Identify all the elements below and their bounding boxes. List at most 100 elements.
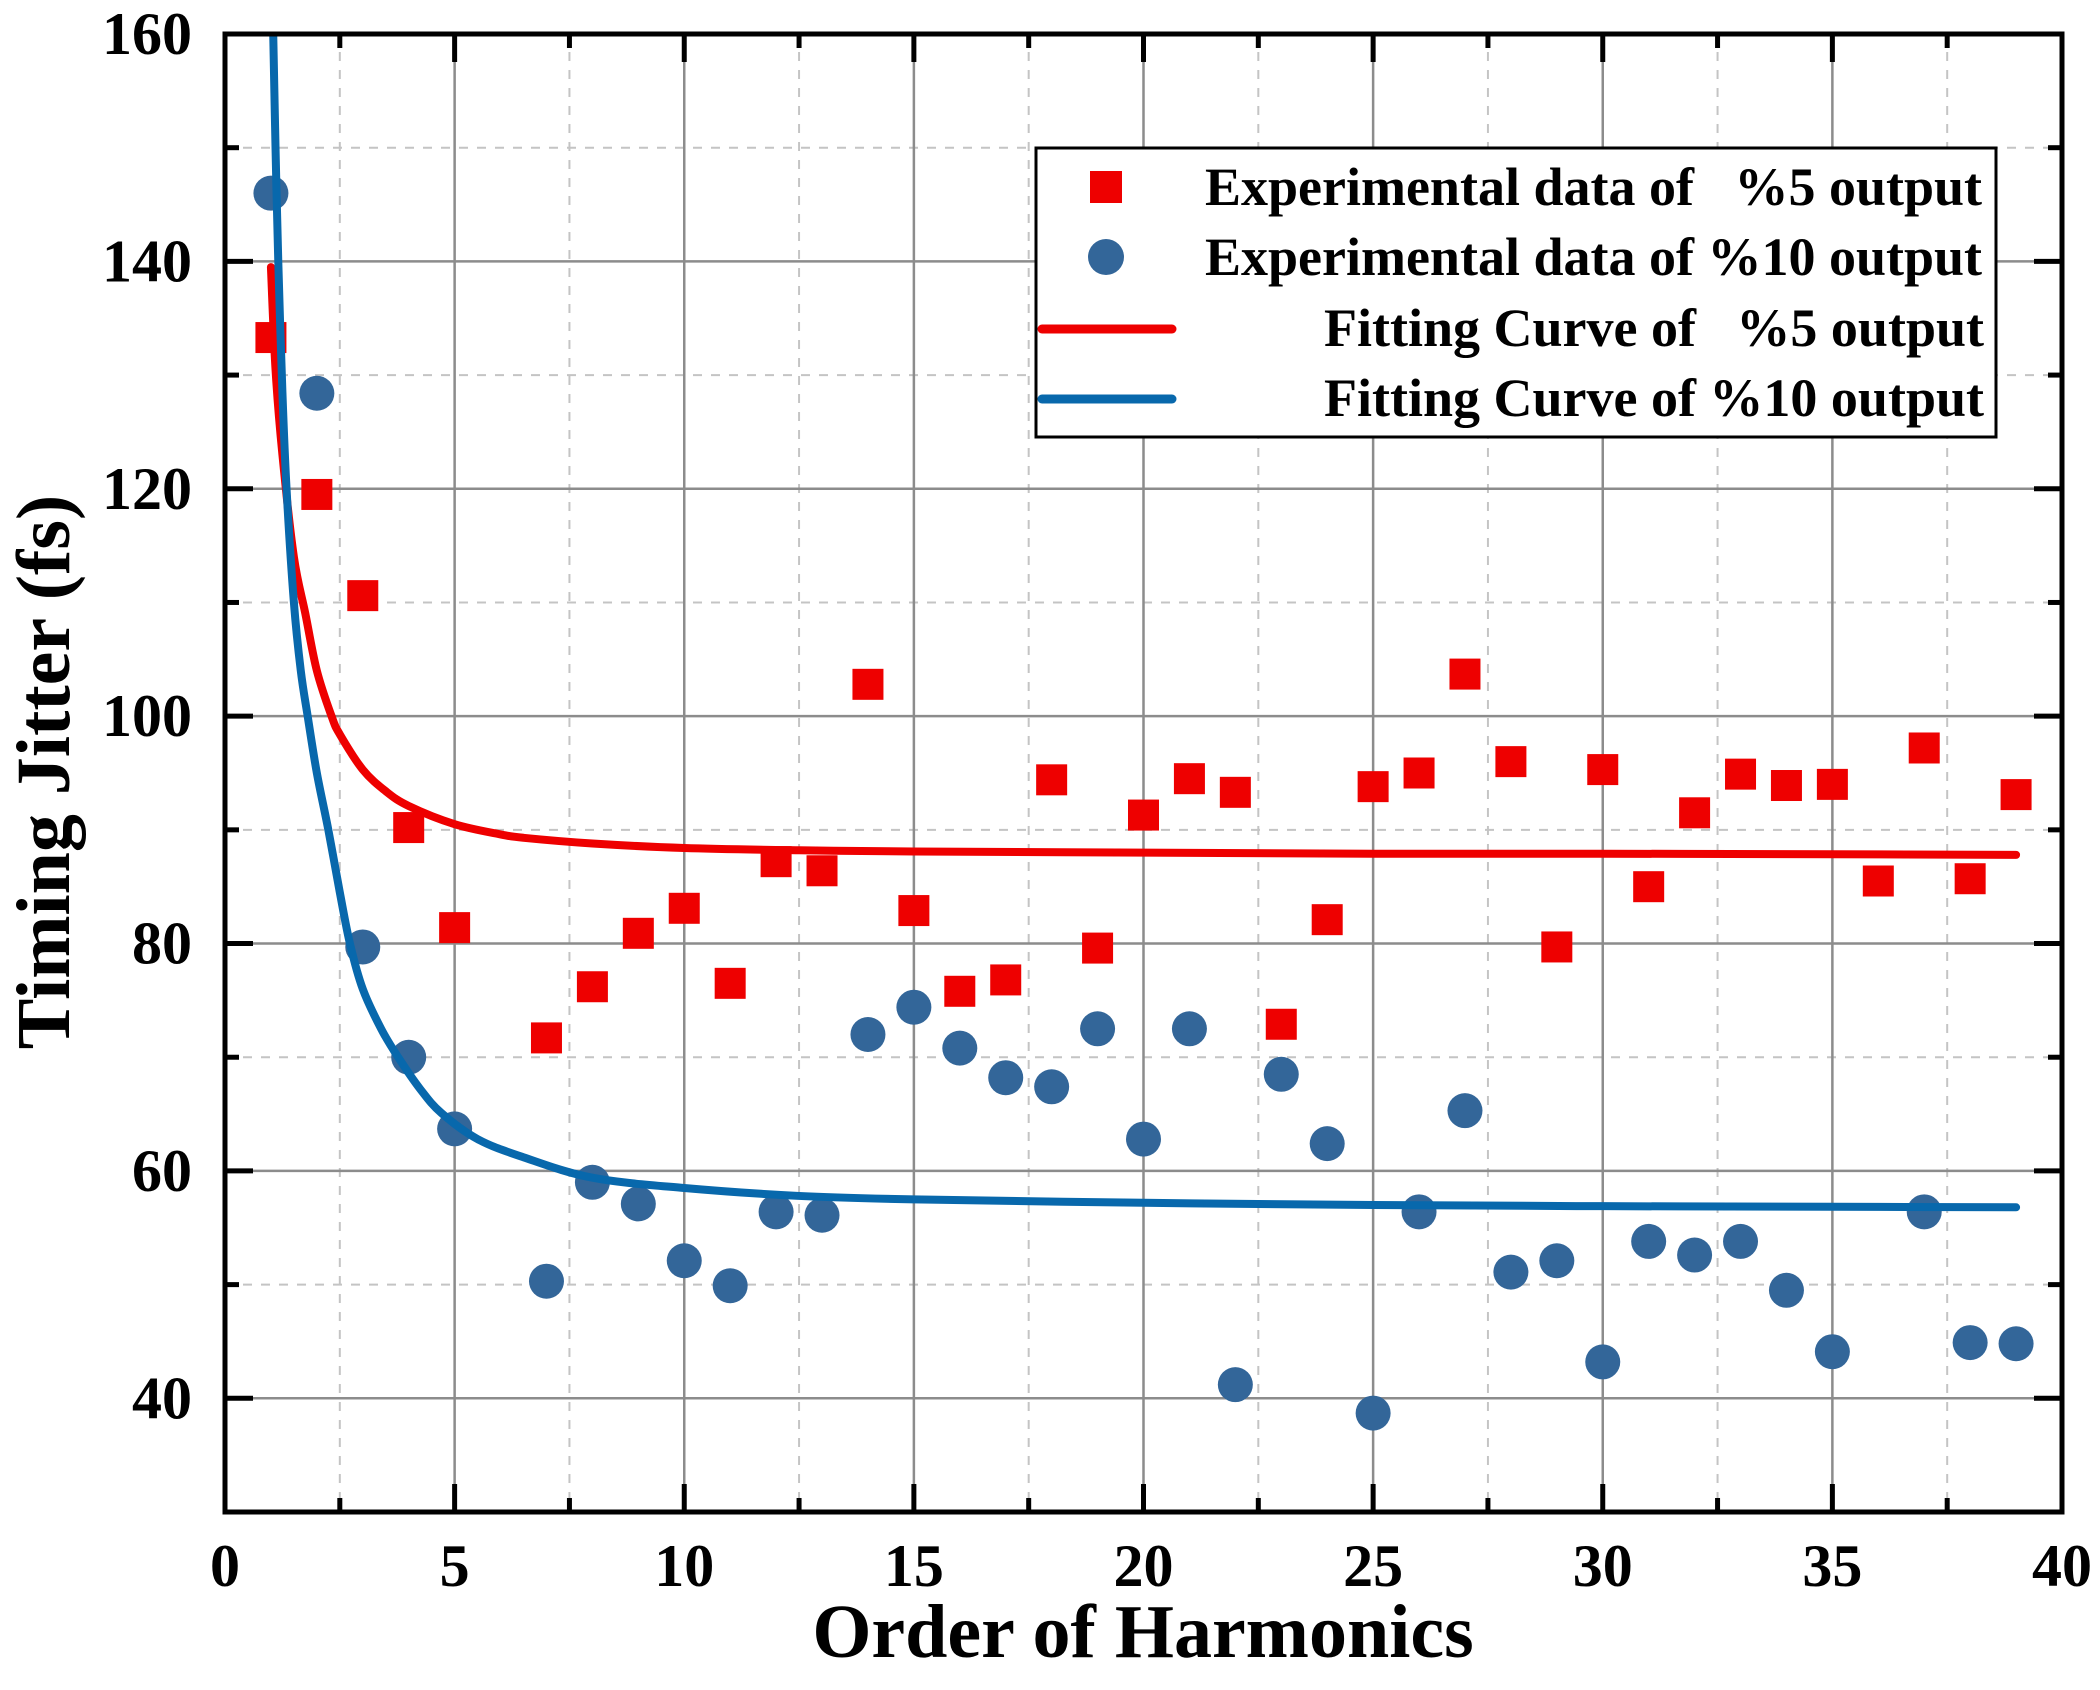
data-point-square bbox=[1541, 931, 1573, 963]
fitting-curve bbox=[266, 263, 2021, 859]
data-point-square bbox=[1449, 658, 1481, 690]
legend: Experimental data of %5 output Experimen… bbox=[1034, 146, 1998, 439]
x-tick-label: 25 bbox=[1343, 1533, 1403, 1599]
data-point-circle bbox=[299, 375, 335, 411]
data-point-square bbox=[1219, 776, 1251, 808]
data-point-square bbox=[1403, 757, 1435, 789]
data-point-circle bbox=[1309, 1126, 1345, 1162]
data-point-circle bbox=[1171, 1011, 1207, 1047]
data-point-circle bbox=[1401, 1194, 1437, 1230]
fitting-curves bbox=[266, 34, 2021, 1212]
data-point-square bbox=[1082, 932, 1114, 964]
data-point-square bbox=[668, 892, 700, 924]
legend-marker-circle bbox=[1088, 239, 1124, 275]
data-point-circle bbox=[1355, 1395, 1391, 1431]
data-point-square bbox=[1173, 763, 1205, 795]
data-point-circle bbox=[804, 1197, 840, 1233]
data-point-square bbox=[1495, 746, 1527, 778]
data-point-square bbox=[1311, 904, 1343, 936]
data-point-circle bbox=[1998, 1326, 2034, 1362]
data-point-circle bbox=[758, 1194, 794, 1230]
data-point-square bbox=[622, 917, 654, 949]
x-tick-label: 20 bbox=[1114, 1533, 1174, 1599]
data-point-square bbox=[439, 912, 471, 944]
data-point-circle bbox=[1814, 1334, 1850, 1370]
x-tick-label: 40 bbox=[2032, 1533, 2092, 1599]
data-point-square bbox=[898, 895, 930, 927]
x-tick-label: 5 bbox=[440, 1533, 470, 1599]
data-point-square bbox=[1357, 771, 1389, 803]
data-point-square bbox=[1770, 770, 1802, 802]
plot-frame bbox=[222, 31, 2065, 1515]
legend-label-exp-10: Experimental data of %10 output bbox=[1205, 227, 1982, 287]
y-tick-label: 40 bbox=[132, 1365, 192, 1431]
tick-labels: 0 5 10 15 20 25 30 35 40 40 60 80 100 120 140 160 bbox=[102, 1, 2092, 1599]
y-tick-label: 80 bbox=[132, 911, 192, 977]
data-point-square bbox=[1633, 871, 1665, 903]
data-point-square bbox=[393, 812, 425, 844]
data-point-circle bbox=[620, 1186, 656, 1222]
x-tick-label: 10 bbox=[654, 1533, 714, 1599]
data-point-square bbox=[852, 668, 884, 700]
x-tick-label: 30 bbox=[1573, 1533, 1633, 1599]
data-point-square bbox=[1816, 768, 1848, 800]
data-point-circle bbox=[712, 1268, 748, 1304]
data-point-square bbox=[530, 1022, 562, 1054]
data-point-square bbox=[301, 478, 333, 510]
data-point-square bbox=[1908, 732, 1940, 764]
y-tick-label: 60 bbox=[132, 1138, 192, 1204]
data-point-circle bbox=[1906, 1194, 1942, 1230]
x-tick-label: 15 bbox=[884, 1533, 944, 1599]
data-point-circle bbox=[253, 175, 289, 211]
data-point-circle bbox=[1631, 1223, 1667, 1259]
data-point-circle bbox=[1034, 1069, 1070, 1105]
data-point-square bbox=[347, 580, 379, 612]
data-point-circle bbox=[942, 1030, 978, 1066]
data-point-circle bbox=[1080, 1011, 1116, 1047]
legend-label-fit-5: Fitting Curve of %5 output bbox=[1324, 298, 1984, 358]
data-point-circle bbox=[1126, 1121, 1161, 1157]
data-point-square bbox=[1265, 1008, 1297, 1040]
data-point-circle bbox=[1585, 1344, 1621, 1380]
data-point-square bbox=[806, 855, 838, 887]
data-point-circle bbox=[1217, 1367, 1253, 1403]
x-tick-label: 35 bbox=[1802, 1533, 1862, 1599]
data-point-circle bbox=[666, 1243, 702, 1279]
y-tick-label: 140 bbox=[102, 228, 192, 294]
legend-marker-square bbox=[1090, 171, 1122, 203]
x-tick-label: 0 bbox=[210, 1533, 240, 1599]
legend-box bbox=[1034, 146, 1998, 439]
data-point-square bbox=[1725, 758, 1757, 790]
data-point-square bbox=[1954, 863, 1986, 895]
data-point-circle bbox=[1723, 1223, 1759, 1259]
y-tick-label: 100 bbox=[102, 683, 192, 749]
x-axis-title: Order of Harmonics bbox=[812, 1590, 1473, 1674]
data-point-circle bbox=[1677, 1237, 1713, 1273]
data-point-square bbox=[944, 975, 976, 1007]
data-point-square bbox=[990, 964, 1022, 996]
data-point-square bbox=[1679, 797, 1711, 829]
data-point-circle bbox=[850, 1016, 886, 1052]
data-point-circle bbox=[896, 989, 932, 1025]
data-point-square bbox=[2000, 779, 2032, 811]
legend-label-exp-5: Experimental data of %5 output bbox=[1205, 157, 1982, 217]
y-tick-label: 120 bbox=[102, 456, 192, 522]
data-point-circle bbox=[1447, 1093, 1483, 1129]
legend-label-fit-10: Fitting Curve of %10 output bbox=[1324, 368, 1984, 428]
data-point-circle bbox=[988, 1060, 1024, 1096]
y-tick-label: 160 bbox=[102, 1, 192, 67]
data-point-circle bbox=[1539, 1243, 1575, 1279]
y-axis-title: Timing Jitter (fs) bbox=[2, 495, 86, 1049]
data-point-square bbox=[1036, 764, 1068, 796]
data-point-circle bbox=[1952, 1325, 1988, 1361]
data-point-circle bbox=[1493, 1254, 1529, 1290]
data-point-square bbox=[1587, 754, 1619, 786]
data-point-circle bbox=[1768, 1272, 1804, 1308]
data-point-square bbox=[1862, 865, 1894, 897]
data-point-square bbox=[714, 967, 746, 999]
data-point-square bbox=[1128, 799, 1159, 831]
data-point-circle bbox=[528, 1263, 564, 1299]
data-point-square bbox=[576, 971, 608, 1003]
data-point-circle bbox=[1263, 1056, 1299, 1092]
